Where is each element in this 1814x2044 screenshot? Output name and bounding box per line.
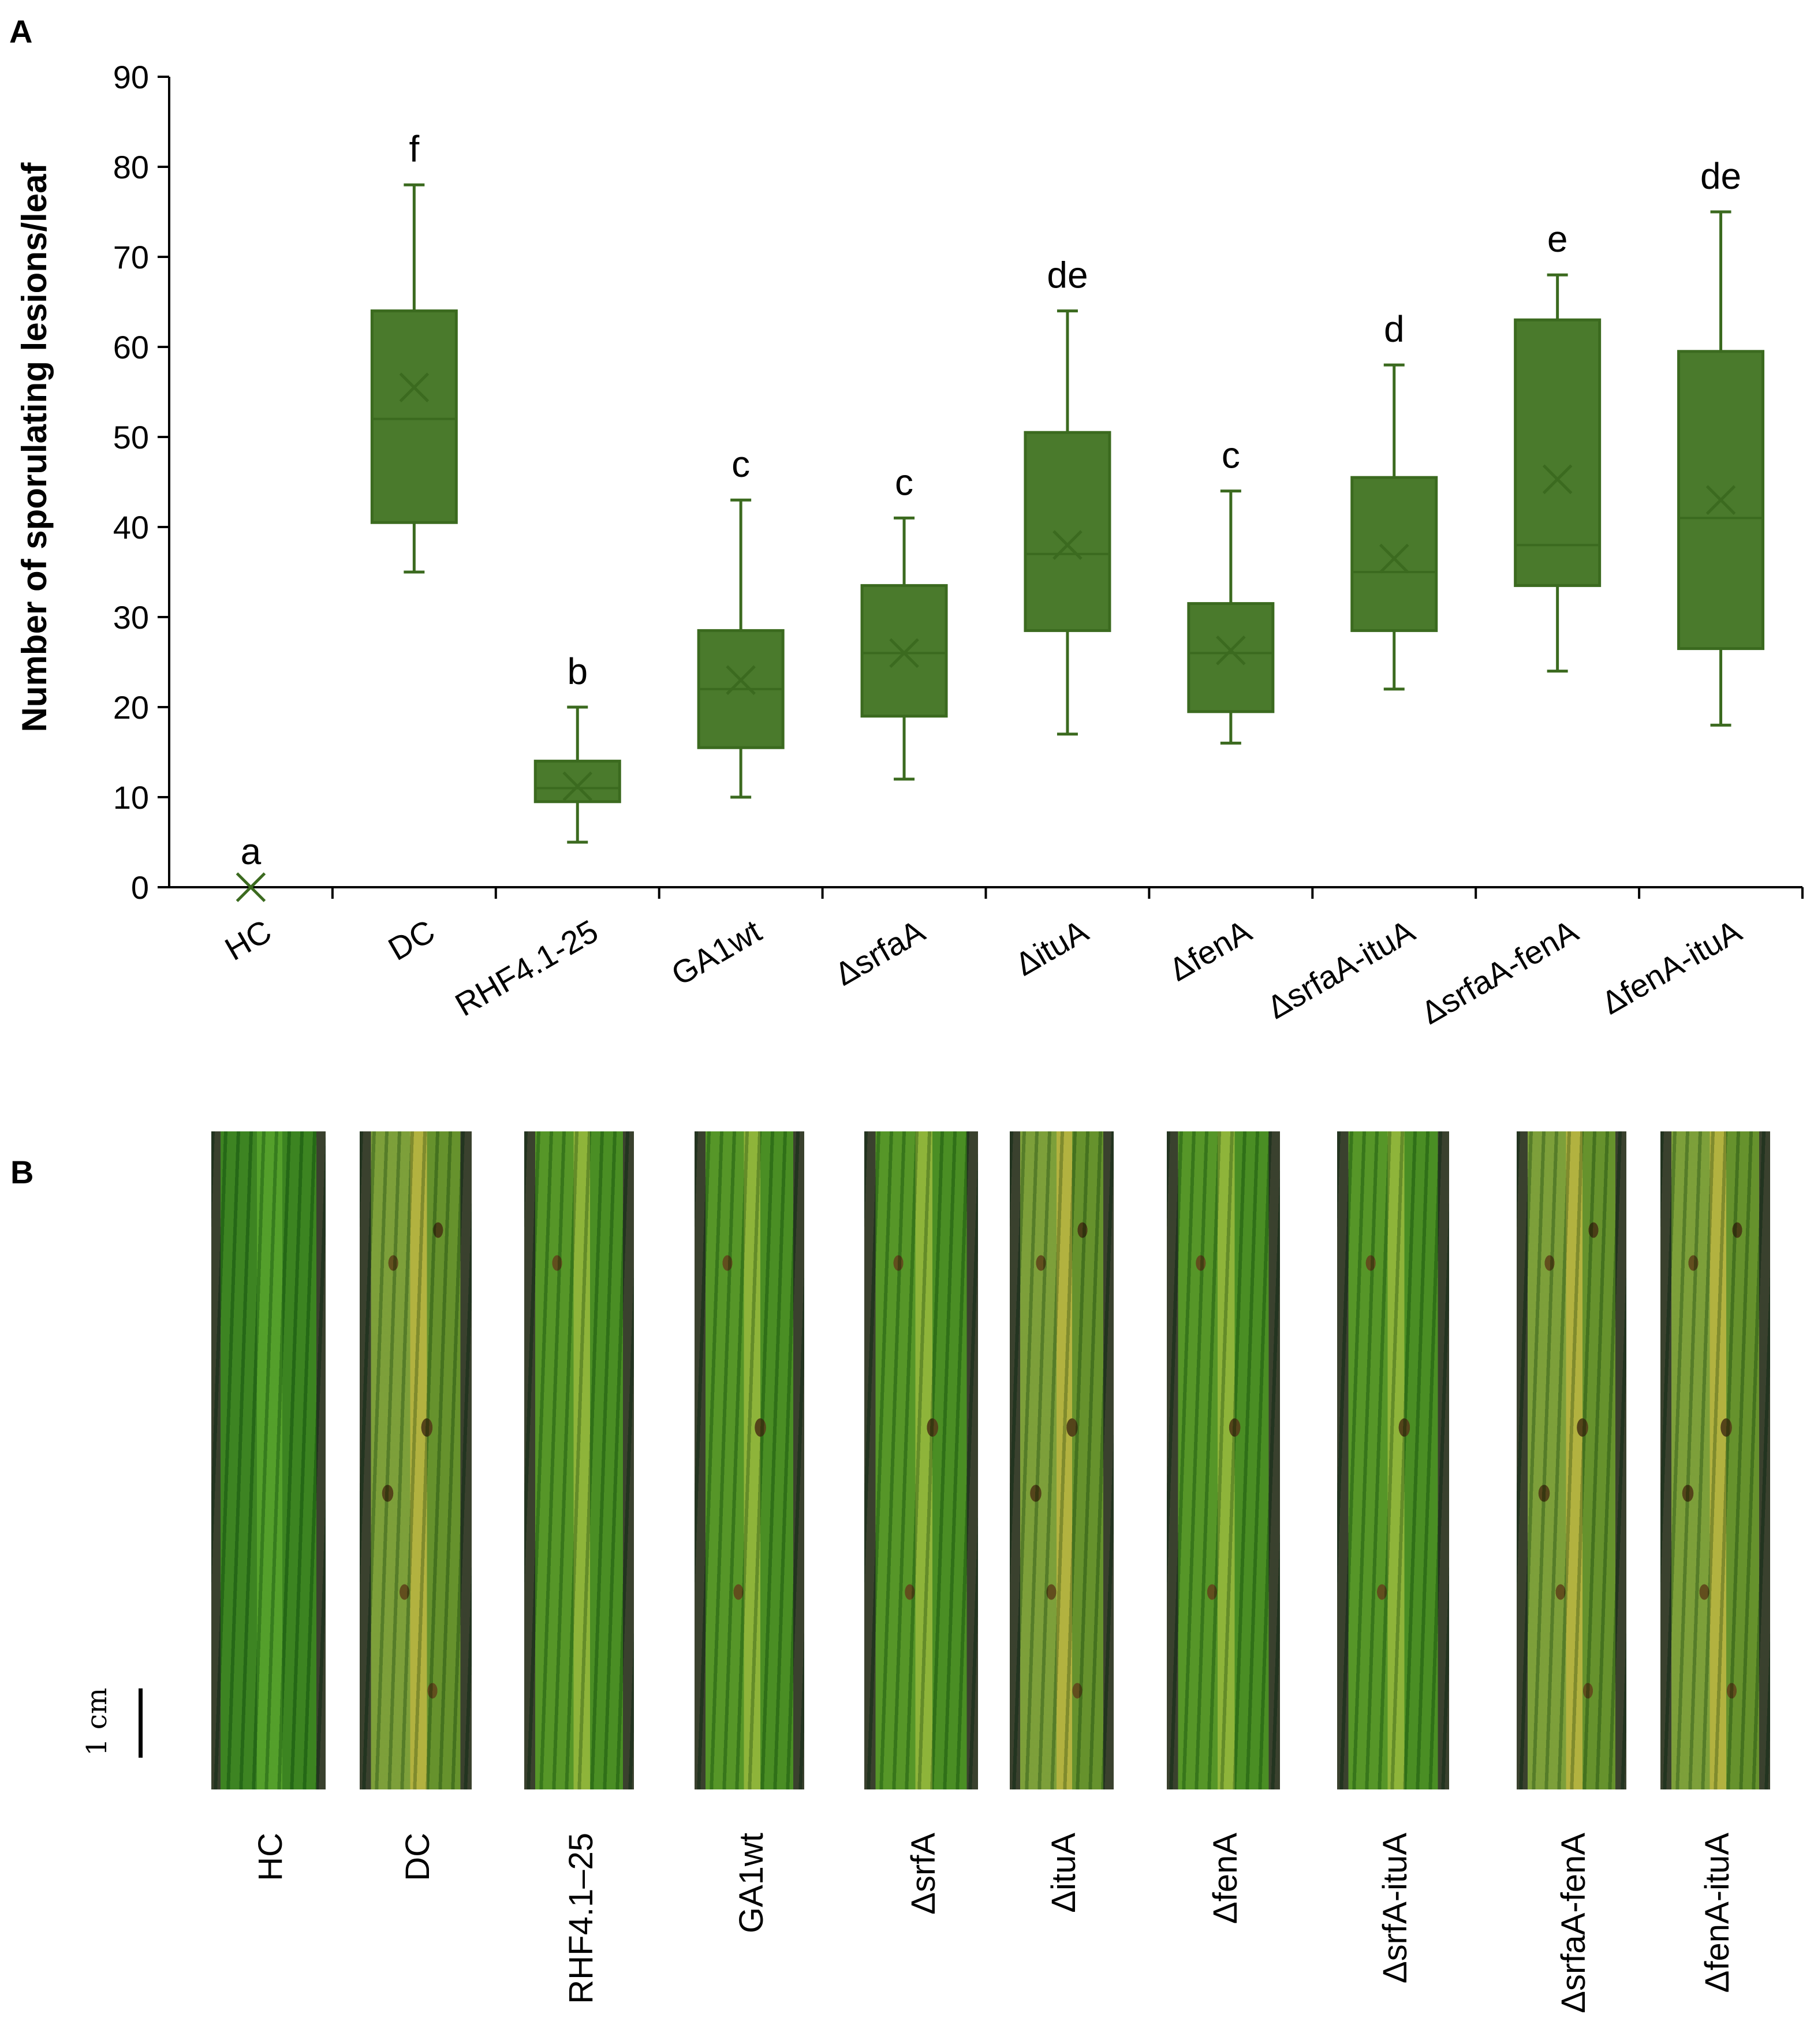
y-tick-label: 0 (131, 869, 149, 906)
box-group: c (697, 443, 785, 799)
box-group: de (1677, 155, 1765, 727)
leaf-label: RHF4.1–25 (562, 1833, 600, 2004)
y-tick-label: 10 (113, 779, 149, 816)
panel-a-letter: A (9, 13, 33, 50)
significance-letter: c (895, 461, 913, 503)
mean-marker (889, 638, 919, 668)
significance-letter: d (1384, 308, 1405, 350)
leaf-photo (360, 1131, 472, 1789)
x-tick-label: RHF4.1-25 (449, 913, 604, 1023)
iqr-box (370, 309, 458, 524)
leaf-photo (1660, 1131, 1770, 1789)
leaf-photo (864, 1131, 978, 1789)
significance-letter: b (567, 651, 588, 692)
box-group: f (370, 128, 458, 574)
significance-letter: de (1047, 255, 1088, 296)
leaf-label: ΔsrfaA-fenA (1555, 1833, 1592, 2013)
x-tick-label: ΔituA (1009, 913, 1094, 983)
mean-marker (1542, 464, 1573, 495)
x-tick-label: GA1wt (665, 913, 767, 993)
x-tick-label: ΔfenA-ituA (1595, 913, 1748, 1022)
leaf-photo (1517, 1131, 1626, 1789)
y-tick-label: 70 (113, 239, 149, 275)
mean-marker (236, 872, 266, 902)
significance-letter: c (1222, 435, 1240, 476)
box-group: e (1514, 218, 1602, 673)
y-tick-label: 80 (113, 149, 149, 185)
leaf-photo (695, 1131, 804, 1789)
leaf-label: ΔsrfA-ituA (1376, 1833, 1414, 1984)
panel-b-letter: B (10, 1154, 34, 1190)
leaf-photo (524, 1131, 634, 1789)
iqr-box (1187, 602, 1275, 713)
y-tick-label: 40 (113, 509, 149, 545)
x-tick-label: ΔsrfaA (828, 913, 931, 993)
leaf-photo (1337, 1131, 1449, 1789)
significance-letter: a (241, 831, 262, 872)
leaf-label: ΔsrfA (904, 1833, 942, 1915)
significance-letter: e (1547, 218, 1568, 260)
mean-marker (1052, 530, 1083, 560)
leaf-label: ΔfenA-ituA (1699, 1833, 1736, 1993)
y-tick-label: 50 (113, 419, 149, 455)
iqr-box (533, 760, 621, 804)
y-tick-label: 60 (113, 329, 149, 365)
box-group: de (1024, 255, 1111, 736)
mean-marker (1379, 543, 1409, 574)
y-tick-label: 30 (113, 599, 149, 636)
mean-marker (1705, 485, 1736, 515)
x-axis: HC DC RHF4.1-25 GA1wt ΔsrfaA ΔituA ΔfenA ΔsrfaA… (169, 886, 1804, 1032)
box-group: a (236, 831, 266, 902)
leaf-label: ΔfenA (1207, 1833, 1244, 1925)
box-group: b (533, 651, 621, 844)
x-tick-label: ΔsrfaA-fenA (1415, 913, 1585, 1032)
x-tick-label: HC (219, 913, 278, 967)
leaf-label: DC (399, 1833, 436, 1881)
iqr-box (1350, 476, 1438, 632)
y-tick-label: 20 (113, 689, 149, 726)
y-axis-label: Number of sporulating lesions/leaf (15, 162, 54, 733)
leaf-label: ΔituA (1045, 1833, 1083, 1913)
leaf-photo (211, 1131, 326, 1789)
box-group: d (1350, 308, 1438, 691)
leaf-label: HC (252, 1833, 289, 1881)
boxplot-chart: 0 10 20 30 40 50 60 70 80 90 HC DC RHF4.1-25 GA1wt Δs… (15, 59, 1804, 1032)
significance-letter: c (731, 443, 750, 485)
significance-letter: de (1700, 155, 1741, 197)
scale-bar (139, 1688, 143, 1758)
leaf-label: GA1wt (733, 1833, 770, 1934)
mean-marker (399, 372, 430, 402)
x-tick-label: DC (382, 913, 441, 967)
x-tick-label: ΔsrfaA-ituA (1261, 913, 1421, 1026)
leaf-photo (1167, 1131, 1280, 1789)
iqr-box (1514, 318, 1602, 587)
x-tick-label: ΔfenA (1163, 913, 1257, 988)
y-tick-label: 90 (113, 59, 149, 95)
box-group: c (1187, 435, 1275, 745)
significance-letter: f (409, 128, 419, 170)
iqr-box (860, 584, 948, 718)
y-axis: 0 10 20 30 40 50 60 70 80 90 (113, 59, 170, 906)
leaf-photo (1010, 1131, 1114, 1789)
box-group: c (860, 461, 948, 781)
mean-marker (1216, 635, 1246, 666)
scale-bar-label: 1 cm (81, 1687, 113, 1756)
iqr-box (1024, 431, 1111, 632)
mean-marker (726, 665, 756, 695)
mean-marker (562, 771, 593, 802)
